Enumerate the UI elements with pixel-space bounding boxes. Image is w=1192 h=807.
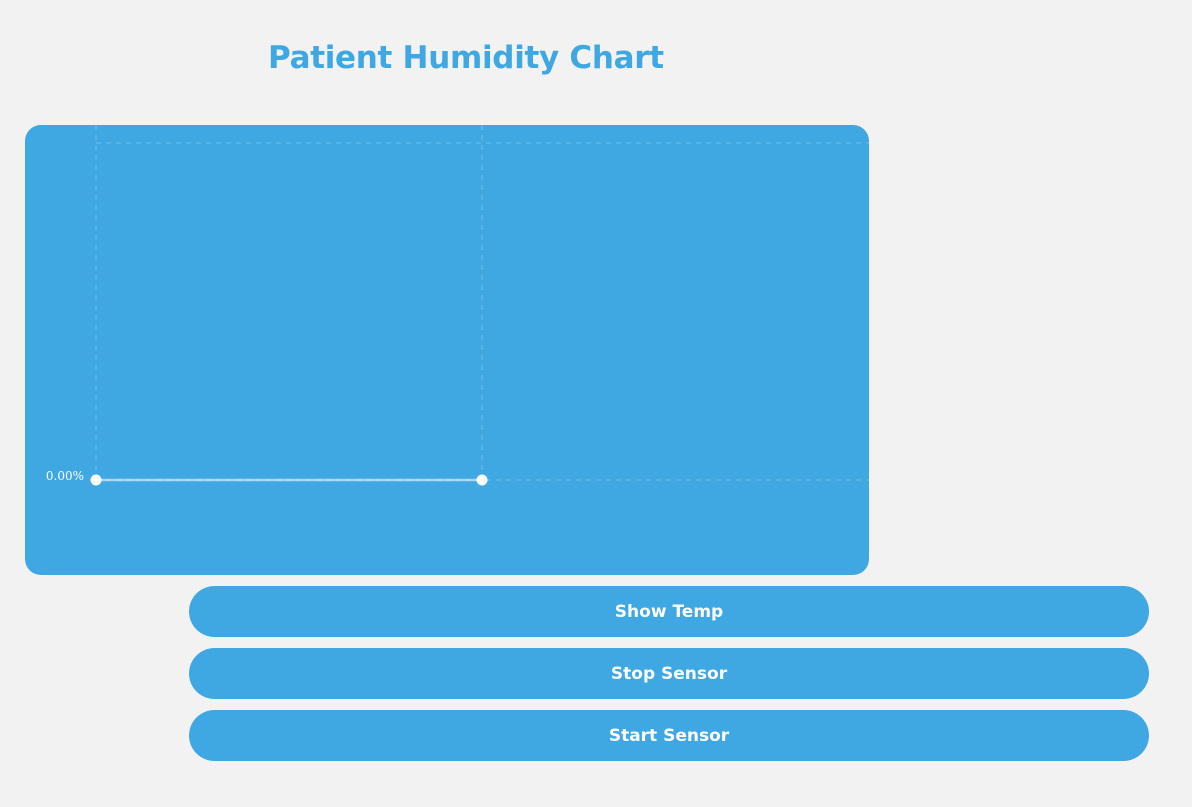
chart-series bbox=[90, 474, 488, 486]
stop-sensor-button[interactable]: Stop Sensor bbox=[189, 648, 1149, 699]
start-sensor-button[interactable]: Start Sensor bbox=[189, 710, 1149, 761]
y-tick-label: 0.00% bbox=[46, 469, 84, 483]
page-title: Patient Humidity Chart bbox=[268, 40, 664, 76]
humidity-chart: 0.00% bbox=[25, 125, 869, 575]
chart-canvas: 0.00% bbox=[46, 125, 869, 486]
show-temp-button[interactable]: Show Temp bbox=[189, 586, 1149, 637]
data-point bbox=[90, 474, 102, 486]
data-point bbox=[476, 474, 488, 486]
chart-grid bbox=[95, 125, 869, 481]
chart-labels: 0.00% bbox=[46, 469, 84, 483]
